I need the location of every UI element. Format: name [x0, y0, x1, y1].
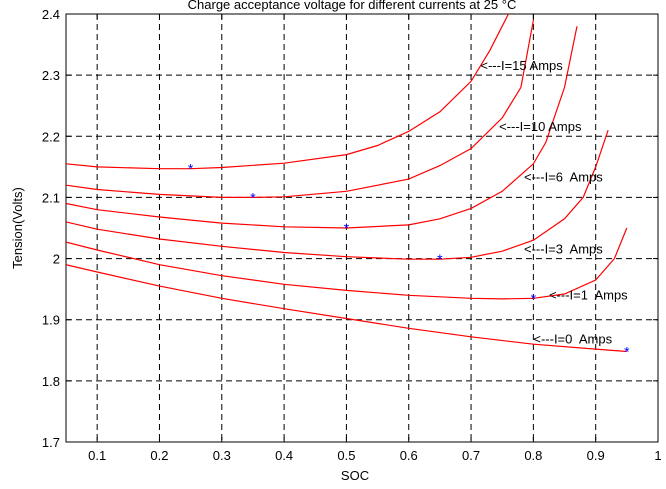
- x-tick-label: 0.9: [587, 448, 605, 463]
- annotation-5: <---I=15 Amps: [480, 58, 563, 73]
- x-tick-label: 0.3: [213, 448, 231, 463]
- marker-group: * * * * * *: [188, 161, 630, 360]
- y-tick-label: 2.3: [42, 68, 60, 83]
- x-tick-label: 0.8: [524, 448, 542, 463]
- y-tick-label: 2.4: [42, 7, 60, 22]
- y-tick-label: 2.2: [42, 129, 60, 144]
- series-line-1: [66, 227, 628, 300]
- x-axis-label: SOC: [341, 468, 369, 483]
- y-tick-label: 1.7: [42, 435, 60, 450]
- x-tick-label: 0.1: [88, 448, 106, 463]
- series-marker-3: *: [344, 220, 350, 236]
- series-marker-1: *: [531, 290, 537, 306]
- series-marker-2: *: [437, 251, 443, 267]
- annotation-2: <---I=3 Amps: [524, 241, 603, 256]
- annotation-3: <---I=6 Amps: [524, 169, 603, 184]
- x-tick-label: 0.7: [462, 448, 480, 463]
- grid: [66, 14, 658, 442]
- annotation-0: <---I=0 Amps: [533, 331, 612, 346]
- y-axis: 1.7 1.8 1.9 2 2.1 2.2 2.3 2.4: [42, 7, 658, 450]
- series-line-3: [66, 26, 578, 229]
- y-axis-label: Tension(Volts): [10, 187, 25, 269]
- y-tick-label: 1.9: [42, 313, 60, 328]
- series-marker-4: *: [250, 189, 256, 205]
- x-axis: 0.1 0.2 0.3 0.4 0.5 0.6 0.7 0.8 0.9 1: [88, 14, 662, 463]
- series-marker-5: *: [188, 161, 194, 177]
- annotation-4: <---I=10 Amps: [499, 119, 582, 134]
- x-tick-label: 0.4: [275, 448, 293, 463]
- x-tick-label: 0.2: [150, 448, 168, 463]
- x-tick-label: 0.5: [337, 448, 355, 463]
- y-tick-label: 2.1: [42, 190, 60, 205]
- series-line-4: [66, 19, 534, 198]
- series-group: [66, 14, 628, 353]
- series-line-5: [66, 14, 509, 170]
- y-tick-label: 2: [53, 252, 60, 267]
- x-tick-label: 0.6: [400, 448, 418, 463]
- plot-frame: [65, 13, 659, 443]
- chart-title: Charge acceptance voltage for different …: [188, 0, 517, 12]
- annotation-1: <---I=1 Amps: [549, 287, 628, 302]
- series-line-0: [66, 264, 627, 353]
- y-tick-label: 1.8: [42, 374, 60, 389]
- x-tick-label: 1: [654, 448, 661, 463]
- series-line-2: [66, 130, 609, 260]
- annotation-group: <---I=0 Amps <---I=1 Amps <---I=3 Amps <---…: [480, 58, 628, 346]
- series-marker-0: *: [624, 344, 630, 360]
